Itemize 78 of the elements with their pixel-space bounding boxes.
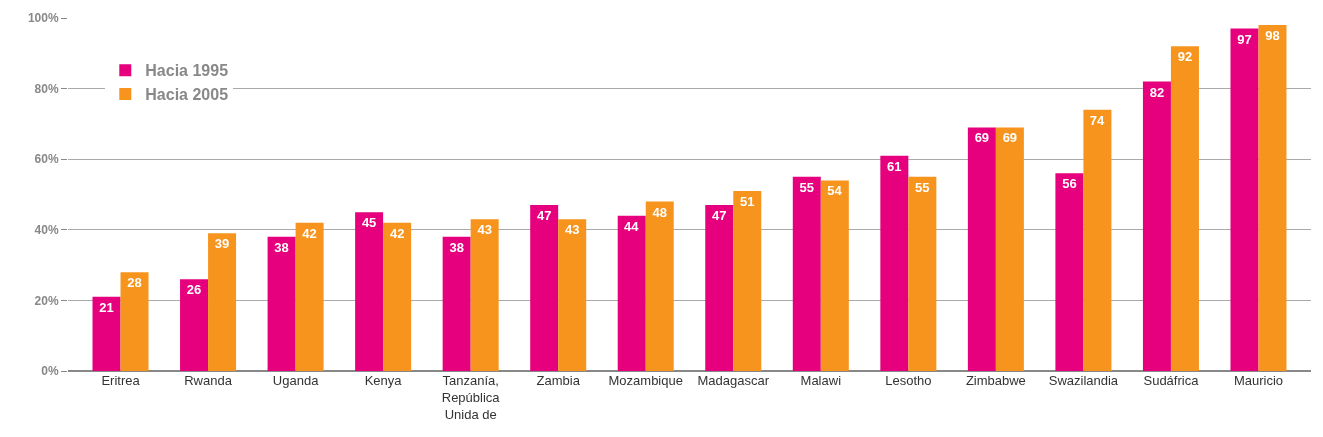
bar xyxy=(442,236,471,371)
data-label: 61 xyxy=(887,158,902,174)
bar xyxy=(267,236,296,371)
data-label: 55 xyxy=(915,179,930,195)
x-tick-label: Eritrea xyxy=(101,373,141,388)
data-label: 38 xyxy=(449,239,464,255)
bar xyxy=(733,190,762,371)
bar xyxy=(1142,81,1171,371)
bar xyxy=(558,219,587,371)
data-label: 48 xyxy=(652,204,667,220)
data-label: 55 xyxy=(799,179,815,195)
bar xyxy=(1055,173,1084,371)
data-label: 45 xyxy=(361,215,377,231)
data-label: 42 xyxy=(389,225,405,241)
data-label: 26 xyxy=(186,282,202,298)
y-tick-label: 20% xyxy=(34,293,59,308)
bar xyxy=(208,233,237,371)
y-tick-label: 40% xyxy=(34,223,59,237)
x-tick-label: Zambia xyxy=(536,373,581,388)
bar xyxy=(908,176,937,371)
bar xyxy=(470,219,499,371)
bar xyxy=(1230,28,1259,371)
x-tick-label: Swazilandia xyxy=(1048,373,1119,388)
x-tick-label: Mauricio xyxy=(1233,373,1284,388)
y-tick-label: 0% xyxy=(41,364,59,379)
bar xyxy=(705,205,734,371)
legend-label: Hacia 1995 xyxy=(145,62,229,80)
data-label: 28 xyxy=(127,275,142,291)
bar xyxy=(967,127,996,371)
data-label: 39 xyxy=(214,236,230,252)
bar xyxy=(880,155,909,371)
y-tick-label: 80% xyxy=(34,81,59,96)
data-label: 47 xyxy=(712,208,727,224)
bar xyxy=(995,127,1024,371)
data-label: 56 xyxy=(1062,176,1077,192)
data-label: 54 xyxy=(827,183,843,199)
x-tick-label: Lesotho xyxy=(885,373,932,388)
bar xyxy=(617,215,646,371)
data-label: 82 xyxy=(1149,84,1165,100)
bar xyxy=(180,279,209,371)
x-tick-label: Mozambique xyxy=(608,373,683,388)
data-label: 43 xyxy=(477,222,492,238)
data-label: 44 xyxy=(624,218,640,234)
data-label: 69 xyxy=(1002,130,1018,146)
data-label: 51 xyxy=(740,193,755,209)
y-tick-label: 100% xyxy=(27,11,59,26)
data-label: 92 xyxy=(1177,49,1193,65)
bar xyxy=(645,201,674,371)
bar xyxy=(92,296,121,371)
data-label: 38 xyxy=(274,239,289,255)
legend-label: Hacia 2005 xyxy=(145,86,229,104)
x-tick-label: Tanzanía, República Unida de xyxy=(441,373,501,422)
data-label: 43 xyxy=(564,222,580,238)
bar xyxy=(792,176,821,371)
x-tick-label: Kenya xyxy=(364,373,403,388)
bar xyxy=(355,212,384,371)
data-label: 21 xyxy=(99,299,114,315)
bar xyxy=(295,222,324,371)
x-tick-label: Malawi xyxy=(800,373,842,388)
x-tick-label: Sudáfrica xyxy=(1143,373,1200,388)
bar xyxy=(1170,46,1199,371)
x-tick-label: Madagascar xyxy=(697,373,770,388)
y-tick-label: 60% xyxy=(34,152,59,167)
data-label: 47 xyxy=(536,208,552,224)
bar xyxy=(120,272,149,371)
bar xyxy=(1258,25,1287,371)
data-label: 42 xyxy=(302,225,317,241)
data-label: 97 xyxy=(1237,31,1252,47)
x-tick-label: Zimbabwe xyxy=(965,373,1026,388)
bar xyxy=(820,180,849,371)
data-label: 74 xyxy=(1089,112,1106,128)
x-tick-label: Rwanda xyxy=(184,373,233,388)
x-tick-label: Uganda xyxy=(272,373,320,388)
bar xyxy=(1083,109,1112,371)
bar xyxy=(383,222,412,371)
data-label: 98 xyxy=(1265,28,1280,44)
bar xyxy=(530,205,559,371)
data-label: 69 xyxy=(974,130,990,146)
